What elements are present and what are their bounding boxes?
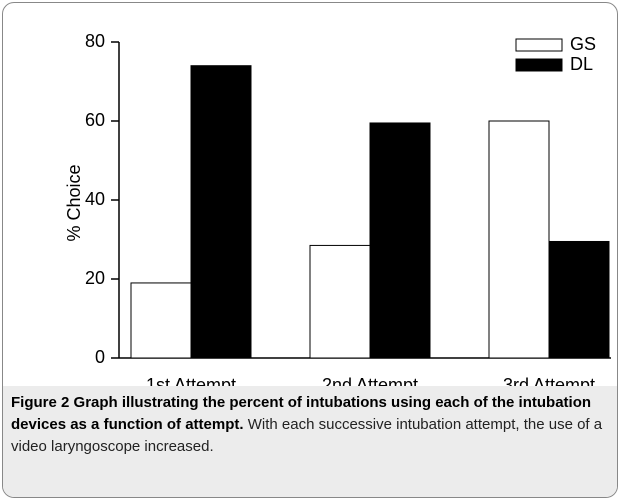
- x-tick-label: 2nd Attempt: [322, 375, 418, 386]
- bar: [548, 240, 610, 359]
- caption: Figure 2 Graph illustrating the percent …: [3, 386, 617, 497]
- y-tick-label: 0: [95, 347, 105, 367]
- bar: [309, 244, 371, 359]
- x-tick-label: 1st Attempt: [146, 375, 236, 386]
- x-tick-label: 3rd Attempt: [503, 375, 595, 386]
- legend-label: DL: [570, 54, 593, 74]
- caption-text: With each successive intubation attempt,…: [11, 416, 603, 455]
- figure: % Choice 0 20 40 60 80 1st Attempt 2nd Attempt…: [2, 2, 618, 498]
- bar: [488, 120, 550, 359]
- y-tick-label: 80: [85, 31, 105, 51]
- chart: % Choice 0 20 40 60 80 1st Attempt 2nd Attempt…: [64, 31, 611, 386]
- legend-swatch: [515, 58, 563, 72]
- bar: [130, 282, 192, 359]
- caption-title: Graph illustrating the percent of intuba…: [11, 394, 592, 433]
- legend-swatch: [515, 38, 563, 52]
- legend-label: GS: [570, 34, 596, 54]
- y-axis-label: % Choice: [64, 164, 84, 241]
- caption-label: Figure 2: [11, 394, 70, 411]
- bar: [190, 65, 252, 359]
- y-tick-label: 20: [85, 268, 105, 288]
- y-tick-label: 60: [85, 110, 105, 130]
- bar: [369, 122, 431, 359]
- y-tick-label: 40: [85, 189, 105, 209]
